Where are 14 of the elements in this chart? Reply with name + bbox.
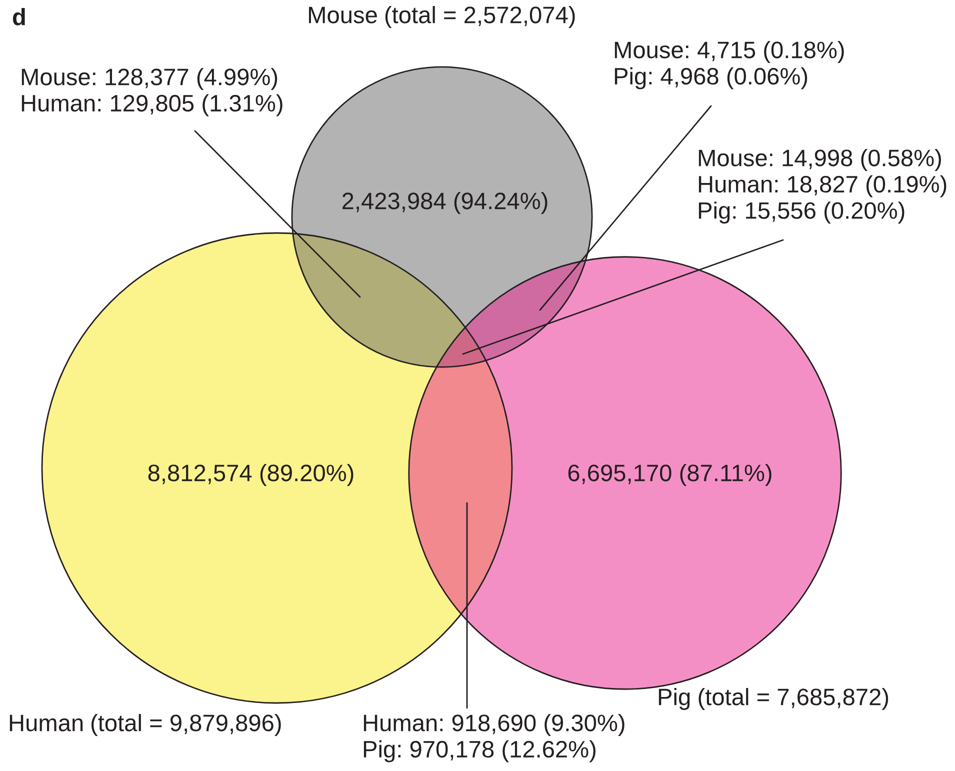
data-label: (total = 2,572,074) [385,6,575,28]
category-label: Human [10,714,83,732]
text: 8,812,574 (89.20%) [148,464,354,486]
text: Mouse: 14,998 (0.58%) Human: 18,827 (0.19%) Pig: 15,556 (0.20%) [698,149,946,224]
text: 2,423,984 (94.24%) [342,192,548,214]
text: 6,695,170 (87.11%) [568,464,772,486]
text: Human: 918,690 (9.30%) Pig: 970,178 (12.62%) [364,714,624,762]
text: d [12,8,25,26]
text: Mouse: 4,715 (0.18%) Pig: 4,968 (0.06%) [614,41,844,90]
text: Mouse: 128,377 (4.99%) Human: 129,805 (1.31%) [22,68,282,116]
data-label: (total = 7,685,872) [698,688,888,710]
data-label: (total = 9,879,896) [91,714,281,736]
category-label: Mouse [309,6,377,24]
category-label: Pig [658,688,690,710]
